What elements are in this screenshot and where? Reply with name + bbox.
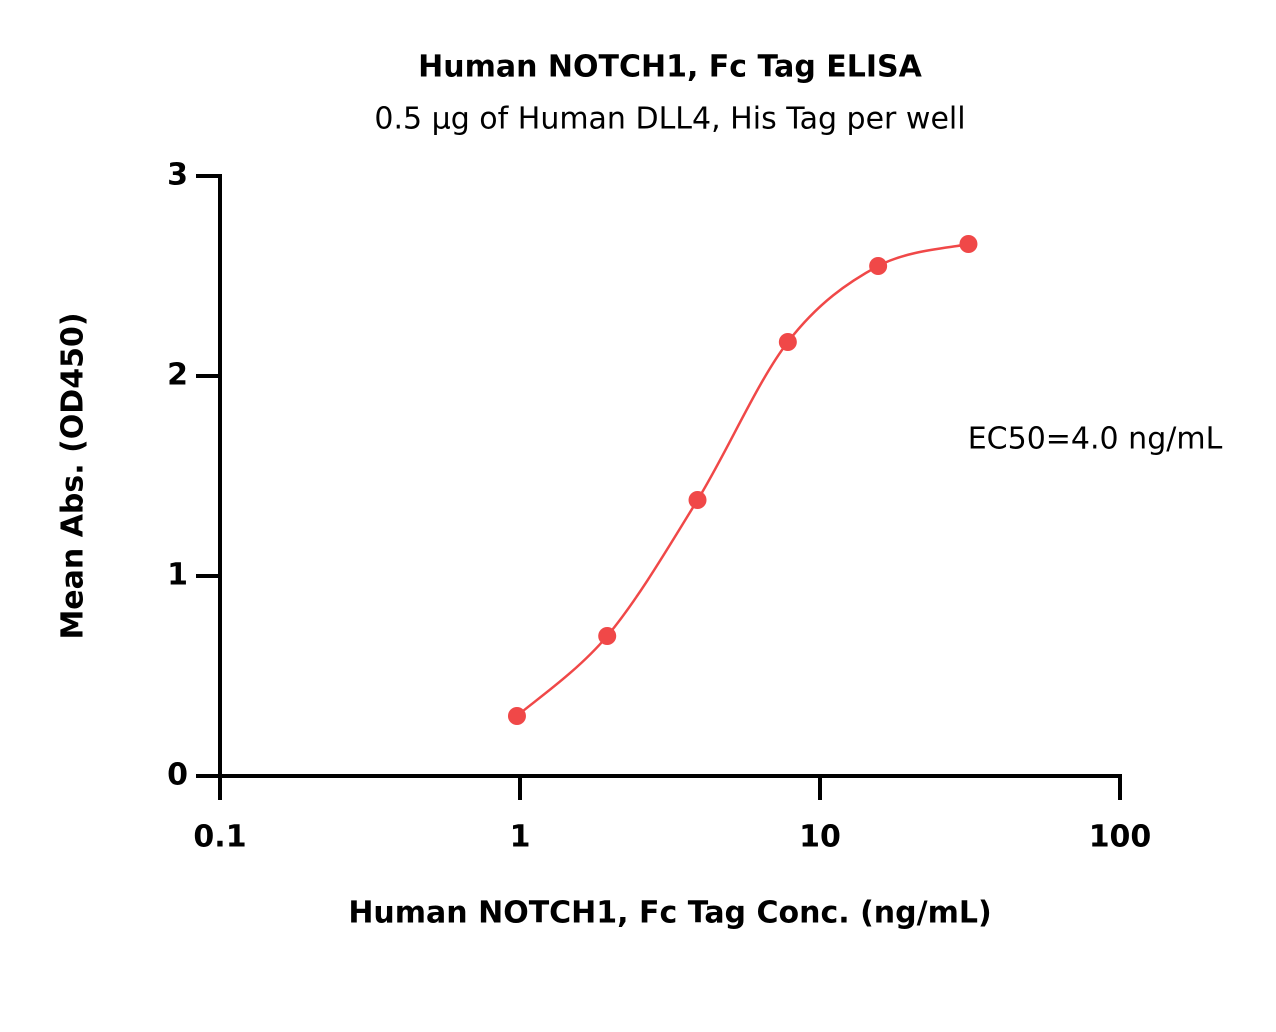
- fit-curve: [516, 242, 969, 717]
- x-tick-label: 100: [1089, 820, 1152, 855]
- data-point: [507, 707, 526, 725]
- x-tick-label: 1: [510, 820, 531, 855]
- data-point: [688, 491, 707, 509]
- x-axis-label: Human NOTCH1, Fc Tag Conc. (ng/mL): [348, 896, 991, 931]
- y-tick-label: 3: [167, 158, 188, 193]
- y-axis-label: Mean Abs. (OD450): [56, 312, 91, 639]
- y-tick-label: 2: [167, 358, 188, 393]
- chart-title: Human NOTCH1, Fc Tag ELISA: [418, 50, 923, 85]
- data-point: [959, 235, 978, 253]
- annotation: EC50=4.0 ng/mL: [968, 422, 1223, 457]
- x-tick-label: 10: [799, 820, 841, 855]
- data-point: [778, 333, 797, 351]
- data-point: [869, 257, 888, 275]
- y-tick-label: 0: [167, 758, 188, 793]
- chart-subtitle: 0.5 μg of Human DLL4, His Tag per well: [374, 102, 965, 137]
- x-tick-label: 0.1: [193, 820, 246, 855]
- y-tick-label: 1: [167, 558, 188, 593]
- data-point: [598, 627, 617, 645]
